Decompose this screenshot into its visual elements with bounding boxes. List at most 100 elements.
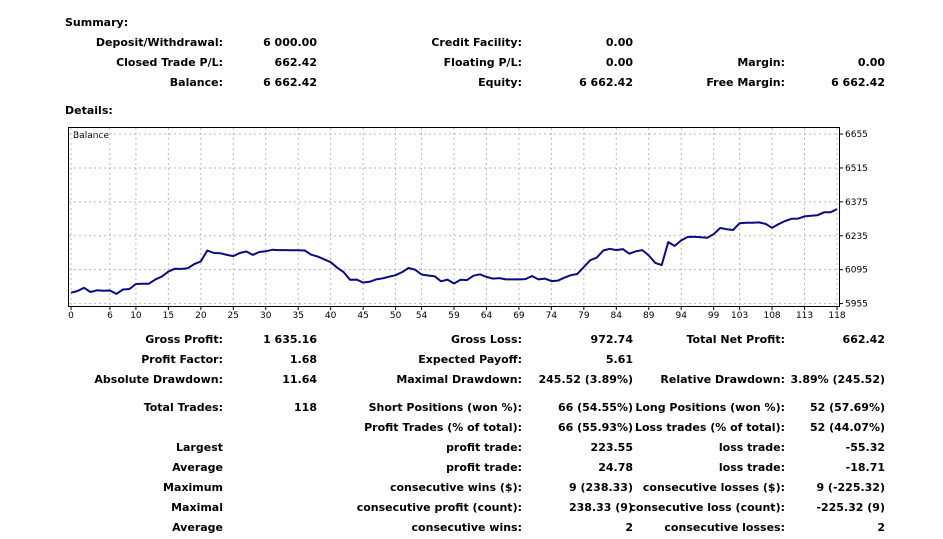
x-tick-label: 25 — [228, 311, 239, 321]
total-net-profit-value: 662.42 — [842, 333, 885, 346]
loss-trades-label: Loss trades (% of total): — [634, 421, 785, 434]
maximal-drawdown-label: Maximal Drawdown: — [396, 373, 522, 386]
max-consecutive-loss-value: -225.32 (9) — [816, 501, 885, 514]
average-consecutive-label: Average — [172, 521, 223, 534]
equity-value: 6 662.42 — [579, 76, 633, 89]
summary-heading: Summary: — [65, 16, 129, 29]
credit-facility-label: Credit Facility: — [431, 36, 522, 49]
balance-chart-svg: 5955 6095 6235 6375 6515 6655 0 6 10 15 20 25 30 35 40… — [68, 128, 868, 321]
y-tick-label: 5955 — [845, 300, 868, 310]
average-loss-trade-label: loss trade: — [718, 461, 785, 474]
long-positions-value: 52 (57.69%) — [809, 401, 885, 414]
largest-profit-trade-value: 223.55 — [590, 441, 633, 454]
gross-loss-label: Gross Loss: — [451, 333, 522, 346]
balance-series-line — [70, 208, 838, 295]
x-tick-label: 15 — [163, 311, 174, 321]
x-tick-label: 40 — [325, 311, 337, 321]
gross-profit-label: Gross Profit: — [145, 333, 223, 346]
margin-value: 0.00 — [857, 56, 885, 69]
credit-facility-value: 0.00 — [605, 36, 633, 49]
balance-chart: Balance — [68, 127, 840, 307]
closed-trade-pl-value: 662.42 — [274, 56, 317, 69]
short-positions-value: 66 (54.55%) — [557, 401, 633, 414]
profit-factor-label: Profit Factor: — [141, 353, 223, 366]
balance-value: 6 662.42 — [263, 76, 317, 89]
floating-pl-label: Floating P/L: — [443, 56, 522, 69]
largest-profit-trade-label: profit trade: — [446, 441, 522, 454]
relative-drawdown-label: Relative Drawdown: — [660, 373, 785, 386]
x-tick-label: 118 — [828, 311, 845, 321]
total-trades-label: Total Trades: — [143, 401, 223, 414]
y-tick-label: 6235 — [845, 232, 868, 242]
long-positions-label: Long Positions (won %): — [635, 401, 785, 414]
x-tick-label: 6 — [107, 311, 113, 321]
x-tick-label: 59 — [448, 311, 460, 321]
details-heading: Details: — [65, 104, 113, 117]
y-tick-label: 6375 — [845, 198, 868, 208]
max-consecutive-losses-value: 9 (-225.32) — [816, 481, 885, 494]
max-consecutive-loss-label: consecutive loss (count): — [629, 501, 785, 514]
x-tick-label: 45 — [357, 311, 368, 321]
profit-factor-value: 1.68 — [289, 353, 317, 366]
x-tick-label: 35 — [292, 311, 303, 321]
x-tick-label: 30 — [260, 311, 272, 321]
average-profit-trade-value: 24.78 — [598, 461, 633, 474]
x-tick-label: 64 — [481, 311, 493, 321]
x-tick-label: 84 — [611, 311, 623, 321]
average-profit-trade-label: profit trade: — [446, 461, 522, 474]
avg-consecutive-losses-label: consecutive losses: — [664, 521, 785, 534]
total-net-profit-label: Total Net Profit: — [686, 333, 786, 346]
total-trades-value: 118 — [294, 401, 317, 414]
y-tick-label: 6515 — [845, 164, 868, 174]
maximal-label: Maximal — [171, 501, 223, 514]
y-tick-label: 6655 — [845, 130, 868, 140]
gross-profit-value: 1 635.16 — [263, 333, 317, 346]
x-tick-label: 103 — [731, 311, 748, 321]
chart-legend: Balance — [73, 131, 109, 141]
free-margin-value: 6 662.42 — [831, 76, 885, 89]
loss-trades-value: 52 (44.07%) — [809, 421, 885, 434]
equity-label: Equity: — [478, 76, 522, 89]
avg-consecutive-wins-value: 2 — [625, 521, 633, 534]
relative-drawdown-value: 3.89% (245.52) — [790, 373, 886, 386]
expected-payoff-label: Expected Payoff: — [418, 353, 522, 366]
free-margin-label: Free Margin: — [706, 76, 785, 89]
x-tick-label: 54 — [416, 311, 428, 321]
x-tick-label: 79 — [578, 311, 590, 321]
gross-loss-value: 972.74 — [590, 333, 633, 346]
average-label: Average — [172, 461, 223, 474]
max-consecutive-profit-label: consecutive profit (count): — [356, 501, 522, 514]
absolute-drawdown-label: Absolute Drawdown: — [94, 373, 223, 386]
max-consecutive-wins-value: 9 (238.33) — [569, 481, 633, 494]
max-consecutive-wins-label: consecutive wins ($): — [389, 481, 522, 494]
x-tick-label: 113 — [796, 311, 813, 321]
x-tick-label: 89 — [643, 311, 655, 321]
closed-trade-pl-label: Closed Trade P/L: — [116, 56, 223, 69]
profit-trades-value: 66 (55.93%) — [557, 421, 633, 434]
deposit-value: 6 000.00 — [263, 36, 317, 49]
x-tick-label: 108 — [763, 311, 780, 321]
balance-label: Balance: — [169, 76, 223, 89]
deposit-label: Deposit/Withdrawal: — [95, 36, 223, 49]
margin-label: Margin: — [737, 56, 785, 69]
x-tick-label: 94 — [675, 311, 687, 321]
avg-consecutive-wins-label: consecutive wins: — [411, 521, 522, 534]
x-tick-label: 10 — [130, 311, 142, 321]
absolute-drawdown-value: 11.64 — [282, 373, 317, 386]
profit-trades-label: Profit Trades (% of total): — [364, 421, 522, 434]
max-consecutive-profit-value: 238.33 (9) — [569, 501, 633, 514]
largest-label: Largest — [176, 441, 223, 454]
x-tick-label: 50 — [390, 311, 402, 321]
x-tick-label: 0 — [68, 311, 74, 321]
x-tick-label: 99 — [708, 311, 720, 321]
maximal-drawdown-value: 245.52 (3.89%) — [538, 373, 634, 386]
x-tick-label: 74 — [546, 311, 558, 321]
avg-consecutive-losses-value: 2 — [877, 521, 885, 534]
largest-loss-trade-label: loss trade: — [718, 441, 785, 454]
max-consecutive-losses-label: consecutive losses ($): — [642, 481, 785, 494]
x-tick-label: 69 — [513, 311, 525, 321]
maximum-label: Maximum — [163, 481, 223, 494]
average-loss-trade-value: -18.71 — [845, 461, 885, 474]
short-positions-label: Short Positions (won %): — [368, 401, 522, 414]
expected-payoff-value: 5.61 — [605, 353, 633, 366]
